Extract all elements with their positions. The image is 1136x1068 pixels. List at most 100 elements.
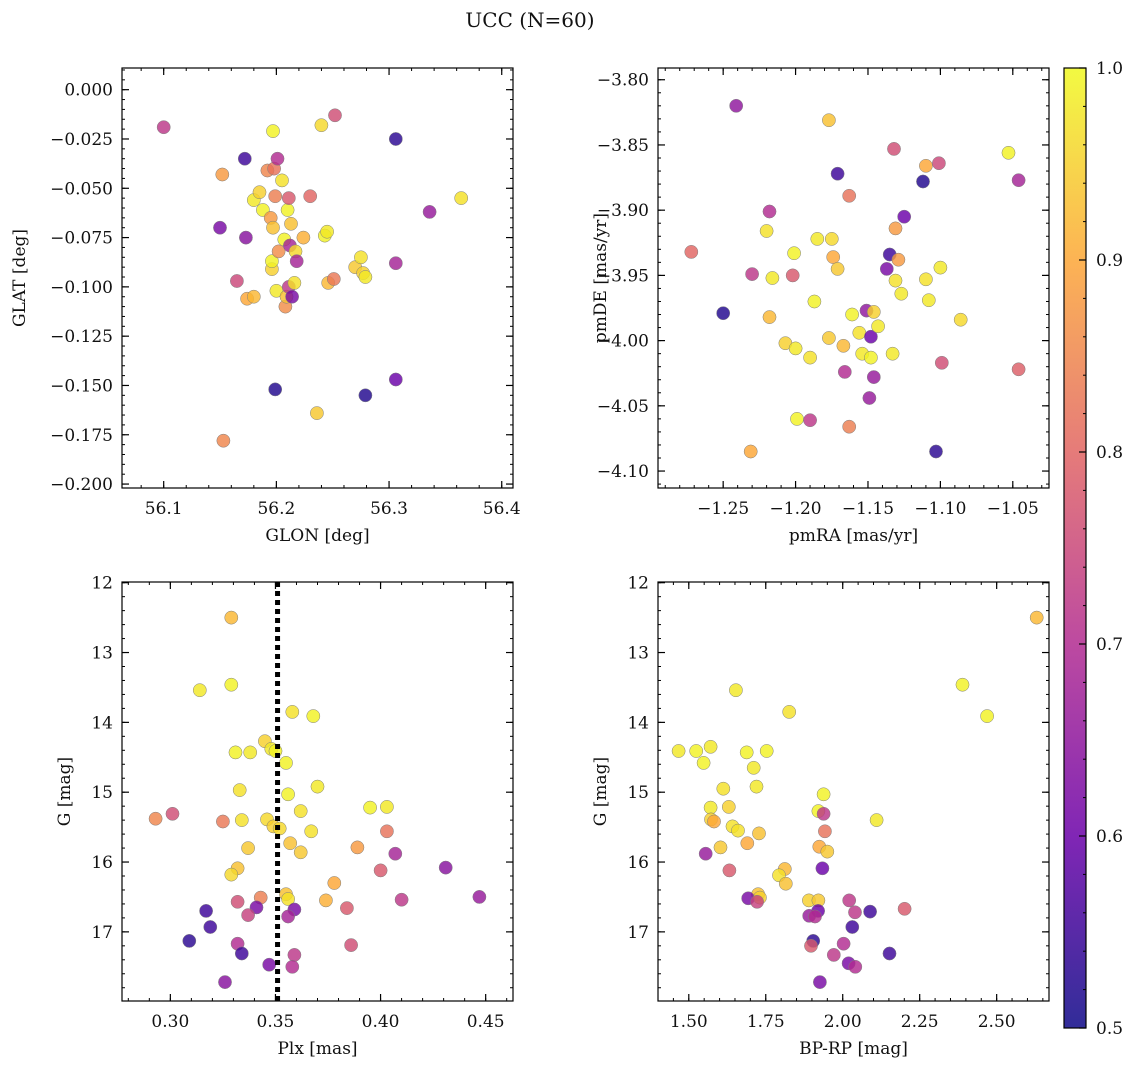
scatter-point	[837, 365, 852, 379]
scatter-point	[813, 975, 827, 989]
scatter-point	[215, 167, 230, 182]
panel-bprp-g: 1.50 1.75 2.00 2.25 2.50 12 13 14 15 16 17 BP-RP [m…	[591, 574, 1050, 1059]
scatter-point	[787, 246, 801, 261]
scatter-point	[358, 270, 373, 284]
scatter-point	[314, 118, 329, 133]
y-tick-label: −0.100	[50, 278, 113, 298]
y-axis-label: G [mag]	[591, 757, 611, 826]
scatter-point	[243, 745, 258, 760]
scatter-point	[296, 230, 311, 245]
scatter-point	[216, 433, 231, 448]
scatter-point	[749, 779, 764, 794]
scatter-point	[199, 904, 213, 918]
scatter-point	[234, 813, 249, 827]
scatter-point	[271, 244, 286, 259]
colorbar-gradient	[1063, 67, 1087, 1029]
scatter-point	[863, 904, 877, 919]
scatter-point	[778, 876, 793, 891]
scatter-point	[929, 444, 943, 459]
scatter-point	[671, 744, 686, 758]
panel-pmra-pmde: −1.25 −1.20 −1.15 −1.10 −1.05 −3.80 −3.85 −3.90…	[591, 67, 1050, 546]
scatter-point	[388, 256, 403, 271]
scatter-point	[303, 189, 318, 204]
y-tick-label: 14	[91, 713, 113, 733]
scatter-point	[472, 890, 487, 904]
scatter-point	[703, 800, 718, 815]
scatter-point	[739, 745, 754, 760]
scatter-point	[422, 205, 437, 219]
scatter-point	[816, 806, 831, 821]
scatter-point	[684, 245, 699, 259]
scatter-points	[156, 108, 469, 448]
scatter-point	[807, 294, 822, 309]
y-tick-label: 14	[627, 713, 649, 733]
y-tick-label: 12	[627, 574, 649, 594]
scatter-point	[866, 305, 881, 319]
scatter-point	[716, 781, 731, 796]
scatter-point	[269, 283, 284, 298]
scatter-point	[241, 908, 255, 922]
scatter-point	[203, 920, 218, 934]
scatter-point	[897, 209, 912, 224]
scatter-point	[729, 683, 743, 698]
x-tick-label: −1.10	[914, 499, 966, 519]
scatter-point	[156, 120, 171, 135]
scatter-points	[671, 610, 1044, 989]
scatter-point	[328, 108, 342, 123]
colorbar-tick-label: 0.9	[1096, 251, 1123, 271]
scatter-point	[932, 156, 946, 171]
scatter-point	[216, 814, 230, 829]
y-tick-label: 17	[91, 923, 113, 943]
scatter-point	[252, 185, 267, 200]
scatter-point	[891, 252, 906, 267]
scatter-point	[380, 800, 394, 814]
y-tick-label: 13	[627, 644, 649, 664]
x-tick-label: 0.35	[257, 1012, 295, 1032]
y-tick-label: −3.80	[597, 71, 649, 91]
x-tick-label: −1.20	[770, 499, 822, 519]
y-tick-label: −0.025	[50, 130, 113, 150]
y-axis-label: G [mag]	[55, 757, 75, 826]
scatter-point	[885, 346, 900, 361]
y-tick-label: 16	[91, 853, 113, 873]
x-tick-label: 56.4	[483, 499, 521, 519]
x-tick-label: −1.15	[842, 499, 894, 519]
x-tick-label: −1.05	[987, 499, 1039, 519]
scatter-point	[919, 272, 933, 287]
scatter-point	[388, 846, 403, 861]
scatter-point	[740, 836, 755, 851]
scatter-point	[703, 739, 718, 754]
scatter-point	[232, 783, 247, 797]
scatter-point	[285, 705, 300, 719]
y-tick-label: 12	[91, 574, 113, 594]
scatter-point	[270, 151, 285, 166]
x-tick-label: 2.00	[824, 1012, 862, 1032]
scatter-point	[266, 220, 280, 235]
y-tick-label: −0.200	[50, 475, 113, 495]
scatter-point	[955, 677, 970, 692]
y-tick-label: −4.00	[597, 332, 649, 352]
scatter-point	[804, 938, 818, 953]
x-axis-label: GLON [deg]	[265, 526, 369, 546]
scatter-point	[808, 909, 822, 924]
scatter-point	[230, 274, 244, 288]
scatter-point	[319, 893, 333, 908]
scatter-point	[1001, 145, 1016, 160]
scatter-point	[759, 744, 774, 758]
scatter-point	[350, 840, 365, 855]
scatter-point	[239, 230, 253, 245]
scatter-point	[815, 861, 830, 876]
colorbar: 0.5 0.6 0.7 0.8 0.9 1.0	[1063, 59, 1123, 1039]
scatter-point	[745, 267, 759, 281]
y-axis-label: pmDE [mas/yr]	[591, 213, 611, 343]
scatter-point	[759, 224, 774, 238]
scatter-point	[454, 191, 469, 205]
scatter-point	[845, 920, 860, 934]
scatter-points	[684, 98, 1026, 459]
scatter-point	[916, 174, 930, 189]
scatter-point	[283, 836, 298, 851]
scatter-point	[287, 276, 302, 290]
scatter-point	[224, 677, 239, 692]
scatter-point	[980, 709, 994, 723]
